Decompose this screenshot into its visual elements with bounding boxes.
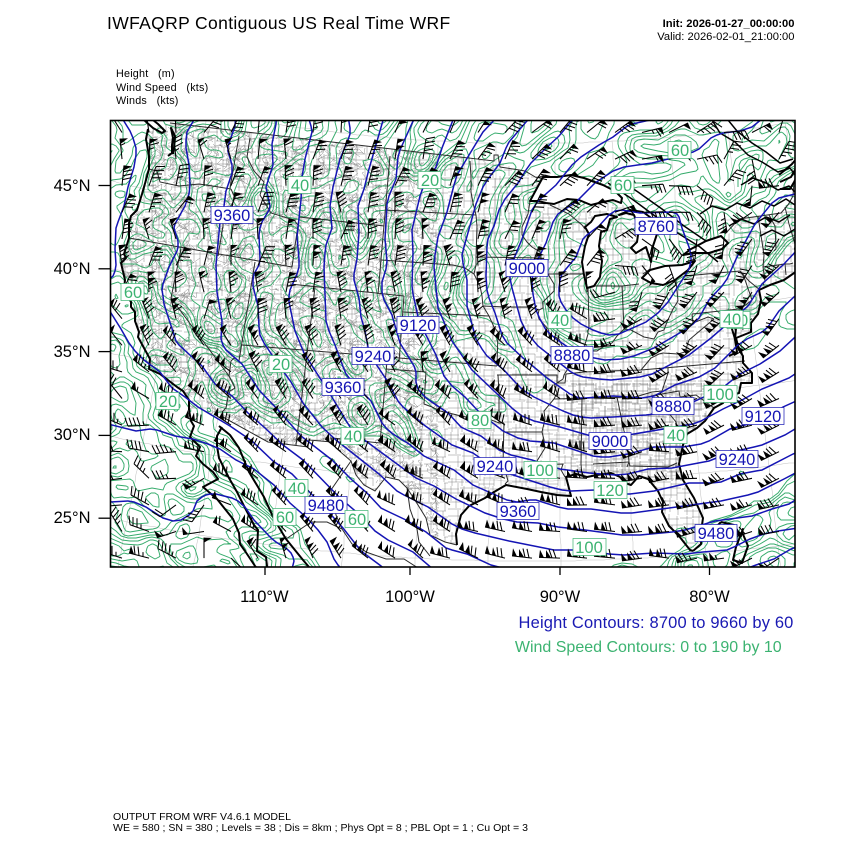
svg-text:40: 40 bbox=[723, 311, 741, 329]
svg-text:120: 120 bbox=[596, 482, 624, 500]
svg-text:60: 60 bbox=[124, 284, 142, 302]
svg-text:9240: 9240 bbox=[355, 348, 392, 366]
svg-text:40: 40 bbox=[344, 428, 362, 446]
svg-text:9240: 9240 bbox=[477, 458, 514, 476]
svg-text:9480: 9480 bbox=[698, 525, 735, 543]
svg-text:20: 20 bbox=[159, 393, 177, 411]
svg-text:80: 80 bbox=[471, 412, 489, 430]
svg-text:9240: 9240 bbox=[719, 451, 756, 469]
svg-text:40: 40 bbox=[667, 427, 685, 445]
svg-text:9360: 9360 bbox=[500, 503, 537, 521]
svg-text:9120: 9120 bbox=[745, 408, 782, 426]
svg-text:40: 40 bbox=[551, 312, 569, 330]
svg-text:100: 100 bbox=[706, 386, 734, 404]
svg-text:60: 60 bbox=[348, 511, 366, 529]
svg-text:9360: 9360 bbox=[325, 379, 362, 397]
svg-text:20: 20 bbox=[421, 172, 439, 190]
svg-text:9480: 9480 bbox=[308, 497, 345, 515]
svg-text:9120: 9120 bbox=[400, 317, 437, 335]
svg-text:60: 60 bbox=[671, 142, 689, 160]
svg-text:20: 20 bbox=[272, 356, 290, 374]
svg-text:8880: 8880 bbox=[554, 347, 591, 365]
svg-text:9360: 9360 bbox=[214, 207, 251, 225]
svg-text:60: 60 bbox=[276, 509, 294, 527]
svg-text:60: 60 bbox=[614, 177, 632, 195]
svg-text:100: 100 bbox=[575, 539, 603, 557]
svg-text:9000: 9000 bbox=[592, 433, 629, 451]
svg-text:8760: 8760 bbox=[638, 218, 675, 236]
svg-text:9000: 9000 bbox=[509, 260, 546, 278]
svg-text:40: 40 bbox=[291, 177, 309, 195]
svg-text:100: 100 bbox=[526, 462, 554, 480]
svg-text:40: 40 bbox=[288, 480, 306, 498]
svg-text:8880: 8880 bbox=[655, 398, 692, 416]
